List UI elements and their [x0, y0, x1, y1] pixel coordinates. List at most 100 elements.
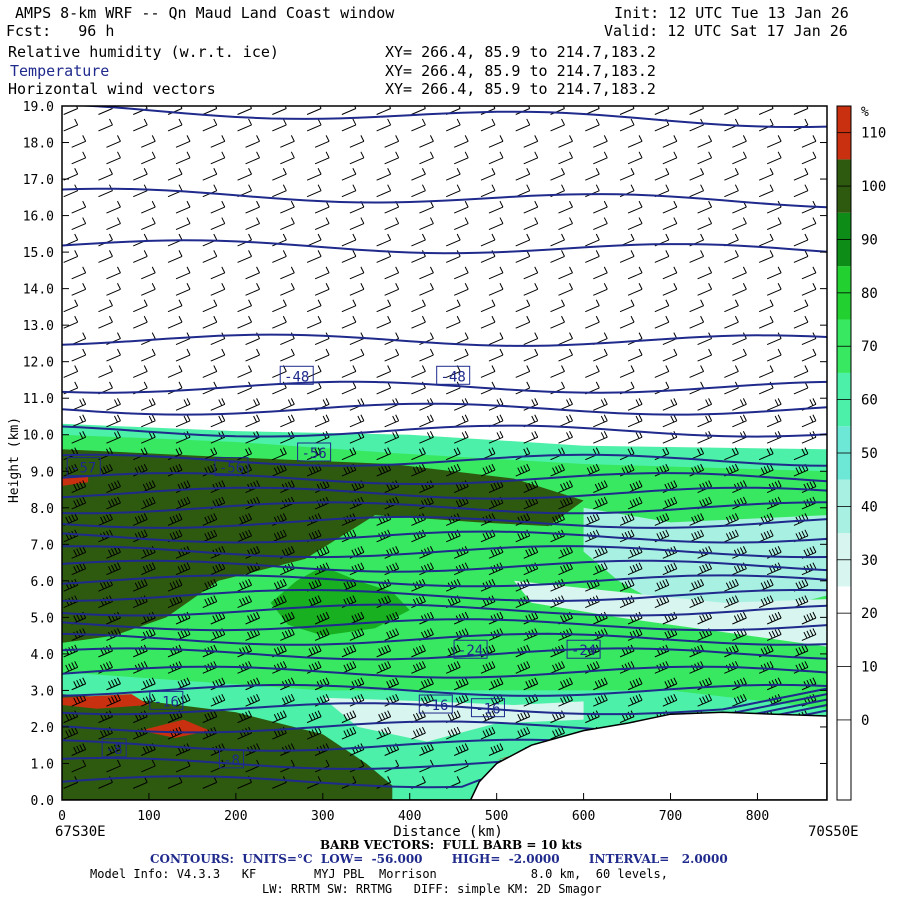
wind-barb: [619, 250, 635, 263]
wind-barb: [349, 628, 365, 641]
rh-region-80: [270, 566, 410, 636]
forecast-hour: Fcst: 96 h: [6, 22, 115, 40]
wind-barb: [306, 529, 322, 543]
wind-barb: [272, 710, 287, 724]
x-axis-label: Distance (km): [393, 824, 503, 840]
wind-barb: [801, 546, 817, 559]
colorbar-label: 70: [861, 339, 878, 355]
wind-barb: [689, 184, 705, 198]
x-tick-label: 300: [311, 809, 334, 824]
wind-barb: [63, 661, 79, 674]
wind-barb: [175, 398, 191, 411]
wind-barb: [280, 628, 295, 641]
wind-barb: [585, 513, 600, 526]
y-tick-label: 17.0: [23, 173, 54, 188]
wind-barb: [237, 106, 253, 115]
wind-barb: [627, 266, 643, 280]
wind-barb: [71, 151, 87, 165]
wind-barb: [419, 628, 434, 641]
wind-barb: [453, 217, 469, 230]
wind-barb: [593, 348, 608, 362]
wind-barb: [237, 513, 253, 526]
wind-barb: [662, 266, 678, 280]
wind-barb: [141, 217, 156, 230]
wind-barb: [662, 562, 678, 576]
wind-barb: [419, 430, 434, 444]
wind-barb: [167, 710, 183, 724]
temperature-contour: [62, 683, 827, 697]
wind-barb: [523, 266, 539, 280]
wind-barb: [758, 447, 774, 461]
wind-barb: [619, 118, 635, 132]
wind-barb: [488, 546, 504, 559]
wind-barb: [627, 135, 643, 148]
barb-legend: BARB VECTORS: FULL BARB = 10 kts: [320, 838, 583, 852]
x-tick-label: 0: [58, 809, 66, 824]
wind-barb: [585, 365, 600, 378]
wind-barb: [801, 562, 817, 576]
wind-barb: [523, 628, 539, 641]
wind-barb: [515, 710, 531, 724]
wind-barb: [523, 217, 539, 230]
wind-barb: [766, 496, 782, 510]
wind-barb: [411, 710, 426, 724]
wind-barb: [106, 743, 121, 756]
wind-barb: [341, 661, 357, 674]
wind-barb: [349, 151, 365, 165]
wind-barb: [488, 151, 504, 165]
wind-barb: [419, 217, 434, 230]
wind-barb: [167, 529, 183, 543]
wind-barb: [419, 151, 434, 165]
wind-barb: [480, 250, 496, 263]
wind-barb: [384, 743, 400, 756]
wind-barb: [341, 106, 357, 115]
wind-barb: [793, 447, 809, 461]
wind-barb: [98, 168, 113, 181]
wind-barb: [237, 365, 253, 378]
wind-barb: [619, 365, 635, 378]
rh-region-110-a: [62, 694, 149, 709]
wind-barb: [237, 118, 253, 132]
wind-barb: [697, 562, 713, 576]
wind-barb: [793, 578, 809, 592]
wind-barb: [801, 611, 817, 625]
wind-barb: [550, 381, 565, 395]
wind-barb: [550, 595, 565, 609]
colorbar-label: 110: [861, 126, 886, 142]
wind-barb: [341, 299, 357, 313]
wind-barb: [419, 135, 434, 148]
wind-barb: [662, 496, 678, 510]
wind-barb: [793, 315, 809, 329]
wind-barb: [619, 315, 635, 329]
wind-barb: [376, 644, 392, 658]
contour-label: -24: [458, 643, 483, 659]
wind-barb: [480, 365, 496, 378]
wind-barb: [237, 250, 253, 263]
wind-barb: [167, 315, 183, 329]
wind-barb: [306, 299, 322, 313]
wind-barb: [523, 693, 539, 707]
wind-barb: [141, 283, 156, 296]
wind-barb: [71, 693, 87, 707]
temperature-contour: [62, 618, 827, 632]
wind-barb: [480, 168, 496, 181]
wind-barb: [697, 480, 713, 493]
wind-barb: [384, 151, 400, 165]
wind-barb: [63, 315, 79, 329]
wind-barb: [175, 496, 191, 510]
temperature-contour: [62, 239, 827, 255]
wind-barb: [245, 398, 261, 411]
wind-barb: [167, 365, 183, 378]
wind-barb: [133, 168, 148, 181]
wind-barb: [793, 595, 809, 609]
x-tick-label: 100: [137, 809, 160, 824]
wind-barb: [697, 496, 713, 510]
wind-barb: [106, 200, 121, 214]
contour-label-box: [297, 442, 332, 462]
wind-barb: [71, 496, 87, 510]
y-tick-label: 11.0: [23, 392, 54, 407]
wind-barb: [411, 106, 426, 115]
wind-barb: [167, 661, 183, 674]
wind-barb: [654, 578, 670, 592]
wind-barb: [724, 106, 739, 115]
